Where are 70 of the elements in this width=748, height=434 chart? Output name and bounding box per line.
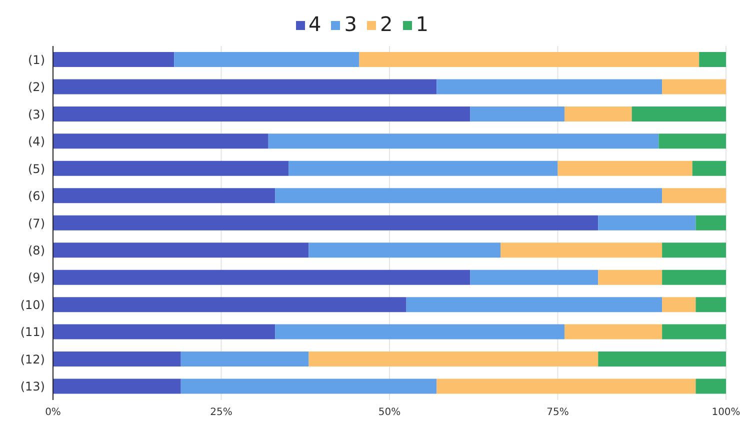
bar [598,215,696,230]
bar [558,160,692,176]
legend-label: 1 [416,12,428,36]
bar [180,378,437,394]
y-tick-label: (2) [28,80,45,94]
bar [500,242,662,258]
y-tick-label: (7) [28,216,45,230]
y-tick-label: (5) [28,162,45,176]
bar [275,324,564,340]
y-tick-label: (9) [28,270,45,285]
bar [53,106,470,122]
legend-label: 4 [308,12,322,36]
x-tick-label: 50% [378,407,401,418]
bar [308,242,501,258]
bar [53,52,174,67]
legend-label: 2 [380,12,393,36]
bar [662,270,726,285]
bar [53,352,181,367]
bar [53,297,406,312]
bar [662,242,726,258]
bar [598,352,726,367]
bar [564,324,662,340]
bar [53,270,470,285]
y-tick-label: (4) [28,134,45,149]
bar [696,297,726,312]
x-tick-label: 25% [210,407,232,418]
y-tick-label: (6) [28,189,45,204]
bar [658,134,726,149]
bar [308,352,598,367]
bar [436,378,696,394]
bar [696,378,726,394]
bar [470,270,598,285]
bar [53,188,276,204]
bar [53,378,181,394]
bar [662,324,726,340]
bar [53,215,598,230]
bar [53,134,268,149]
bar [598,270,662,285]
bar [268,134,659,149]
bar [288,160,558,176]
bar [470,106,564,122]
x-tick-label: 0% [45,407,61,418]
bar [692,160,726,176]
bar [406,297,662,312]
y-tick-label: (8) [28,243,45,258]
bar [53,242,309,258]
bar [632,106,726,122]
bar [662,188,726,204]
bar [53,324,276,340]
bar [53,160,289,176]
bar [180,352,309,367]
x-tick-label: 100% [712,407,740,418]
bar [275,188,662,204]
y-tick-label: (3) [28,107,45,122]
bar [359,52,700,67]
y-tick-label: (10) [20,298,45,312]
bar [436,79,662,94]
legend-label: 3 [344,12,357,36]
bar [174,52,360,67]
y-tick-label: (11) [20,325,45,340]
bar [662,79,726,94]
bar [662,297,696,312]
bar [53,79,437,94]
bar [696,215,726,230]
x-tick-label: 75% [546,407,569,418]
bar [564,106,632,122]
y-tick-label: (1) [28,52,45,67]
bar [699,52,726,67]
y-tick-label: (12) [20,352,45,366]
y-tick-label: (13) [20,380,45,394]
